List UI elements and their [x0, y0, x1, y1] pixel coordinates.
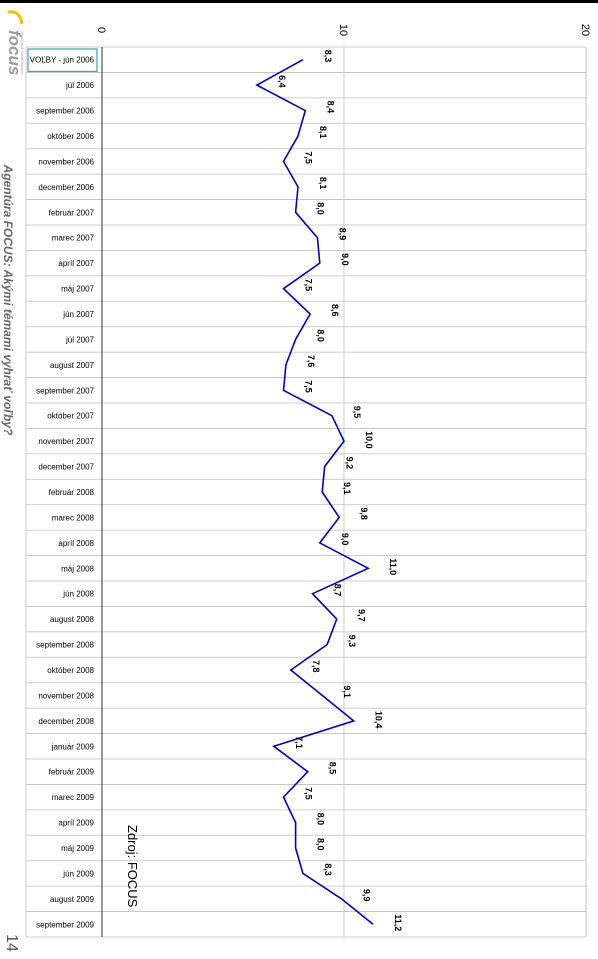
axis-tick-label: 20: [579, 24, 591, 36]
category-label: november 2008: [38, 691, 94, 700]
category-label: júl 2006: [65, 81, 95, 90]
category-label: jún 2008: [62, 590, 94, 599]
data-label: 8,4: [325, 101, 335, 114]
data-label: 7,5: [304, 151, 314, 164]
category-label: december 2008: [38, 717, 94, 726]
category-label: VOĽBY - jún 2006: [30, 56, 95, 65]
data-label: 9,1: [342, 482, 352, 495]
data-label: 8,0: [316, 838, 326, 851]
data-label: 8,5: [328, 762, 338, 775]
category-labels: VOĽBY - jún 2006 júl 2006 september 2006 ok…: [27, 48, 98, 929]
category-label: júl 2007: [65, 335, 95, 344]
data-label: 8,0: [316, 202, 326, 215]
series-line: [255, 58, 374, 925]
data-label: 9,8: [359, 507, 369, 520]
category-label: máj 2008: [61, 564, 94, 573]
category-label: august 2008: [50, 615, 95, 624]
data-label: 9,2: [345, 457, 355, 470]
data-label: 8,0: [316, 813, 326, 826]
data-label: 8,1: [318, 177, 328, 190]
data-label: 8,9: [337, 228, 347, 241]
category-label: november 2007: [38, 437, 94, 446]
data-label: 9,0: [340, 253, 350, 266]
category-label: február 2007: [49, 208, 95, 217]
category-label: december 2007: [38, 463, 94, 472]
data-label: 8,7: [333, 584, 343, 597]
category-label: august 2009: [50, 895, 95, 904]
category-label: máj 2007: [61, 285, 94, 294]
data-label: 10,0: [364, 431, 374, 449]
category-label: november 2006: [38, 157, 94, 166]
category-label: október 2008: [47, 666, 94, 675]
data-label: 9,1: [342, 685, 352, 698]
data-label: 11,0: [388, 558, 398, 575]
data-label: 8,3: [323, 50, 333, 63]
category-label: február 2008: [49, 488, 95, 497]
data-label: 8,3: [323, 863, 333, 876]
logo-text: focus: [5, 30, 24, 75]
top-border: [0, 0, 598, 3]
category-label: december 2006: [38, 183, 94, 192]
category-label: február 2009: [49, 768, 95, 777]
data-label: 7,5: [304, 380, 314, 393]
data-label: 7,6: [306, 355, 316, 368]
category-label: august 2007: [50, 361, 95, 370]
highlight-box: [27, 48, 98, 73]
logo-swoosh: [7, 10, 24, 25]
axis-tick-label: 10: [337, 24, 349, 36]
source-note: Zdroj: FOCUS: [125, 825, 140, 908]
data-label: 7,5: [304, 279, 314, 292]
focus-logo: focus Marketing & Social Research: [5, 10, 24, 75]
category-label: marec 2008: [52, 513, 95, 522]
data-labels: 8,3 6,4 8,4 8,1 7,5 8,1 8,0 8,9 9,0 7,5 8,6 8,0 7,6 7…: [277, 50, 403, 932]
category-label: marec 2009: [52, 793, 95, 802]
category-label: január 2009: [51, 742, 95, 751]
data-label: 9,0: [340, 533, 350, 546]
data-label: 8,1: [318, 126, 328, 139]
category-label: marec 2007: [52, 234, 95, 243]
data-label: 9,9: [362, 889, 372, 902]
data-label: 9,7: [357, 609, 367, 622]
category-label: apríl 2009: [58, 819, 94, 828]
logo-subtitle: Marketing & Social Research: [20, 32, 24, 75]
category-label: jún 2007: [62, 310, 94, 319]
category-label: október 2007: [47, 412, 94, 421]
data-label: 7,5: [304, 787, 314, 800]
data-label: 11,2: [393, 914, 403, 931]
data-label: 8,6: [330, 304, 340, 317]
category-label: september 2007: [36, 386, 94, 395]
axis-tick-label: 0: [95, 27, 107, 33]
category-label: september 2008: [36, 641, 94, 650]
data-label: 9,5: [352, 406, 362, 419]
data-label: 7,1: [294, 736, 304, 749]
category-label: máj 2009: [61, 844, 94, 853]
category-label: september 2006: [36, 107, 94, 116]
data-label: 6,4: [277, 75, 287, 88]
category-label: apríl 2008: [58, 539, 94, 548]
data-label: 7,8: [311, 660, 321, 673]
category-label: september 2009: [36, 920, 94, 929]
category-label: apríl 2007: [58, 259, 94, 268]
data-label: 10,4: [374, 711, 384, 729]
data-label: 9,3: [347, 635, 357, 648]
category-label: jún 2009: [62, 869, 94, 878]
category-label: október 2006: [47, 132, 94, 141]
data-label: 8,0: [316, 329, 326, 342]
axis-ticks: 0 10 20: [95, 24, 591, 36]
grid-layer: [25, 46, 587, 938]
